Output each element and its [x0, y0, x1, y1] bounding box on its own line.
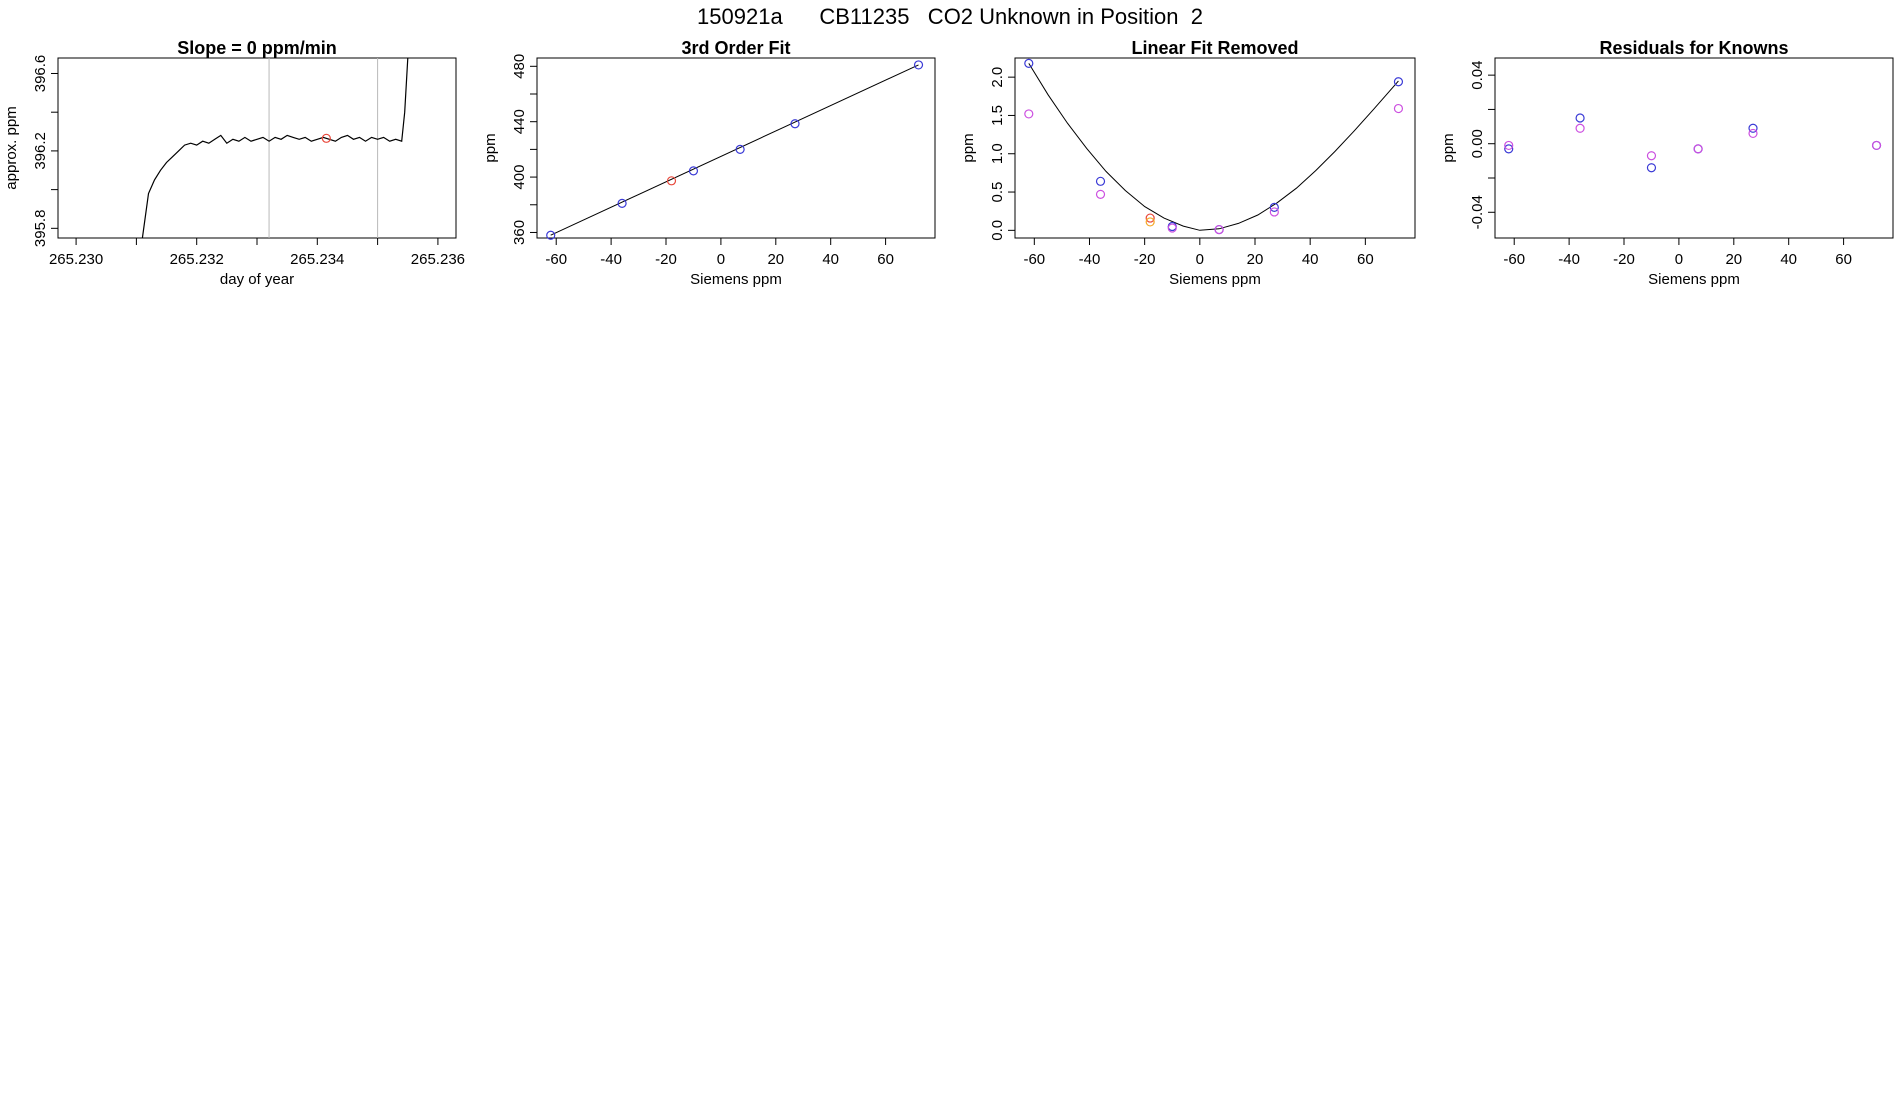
x-tick-label: 20	[1247, 251, 1264, 268]
data-point	[321, 133, 331, 143]
x-tick-label: 40	[1302, 251, 1319, 268]
y-tick-label: 2.0	[989, 67, 1006, 88]
x-axis-label: Siemens ppm	[1169, 271, 1261, 288]
data-point	[1646, 163, 1657, 173]
chart-panel-3: Linear Fit Removed -60 -40 -20 0 20 40 60 Siemen…	[960, 38, 1416, 288]
chart-title: 3rd Order Fit	[681, 38, 790, 58]
y-tick-label: 440	[511, 109, 528, 134]
plot-frame	[1494, 57, 1894, 239]
y-tick-label: 0.0	[989, 220, 1006, 241]
data-point	[1145, 217, 1155, 227]
plot-area	[1028, 63, 1399, 231]
x-axis-label: Siemens ppm	[1648, 271, 1740, 288]
x-axis-label: day of year	[220, 271, 294, 288]
data-point	[1095, 176, 1106, 186]
data-point	[1024, 109, 1034, 119]
x-tick-label: -20	[655, 251, 677, 268]
x-tick-label: -20	[1613, 251, 1635, 268]
data-point	[913, 60, 924, 70]
data-point	[1269, 202, 1279, 212]
x-tick-label: -60	[545, 251, 567, 268]
data-point	[1693, 144, 1703, 154]
data-point	[735, 144, 745, 154]
chart-panel-4: Residuals for Knowns -60 -40 -20 0 20 40 60 Siem…	[1440, 38, 1894, 288]
x-tick-label: 265.234	[290, 251, 344, 268]
plot-area	[550, 64, 919, 236]
y-tick-label: 1.0	[989, 143, 1006, 164]
x-tick-label: 60	[877, 251, 894, 268]
y-axis-label: ppm	[1440, 133, 1457, 162]
y-axis-label: approx. ppm	[3, 106, 20, 189]
data-point	[1575, 113, 1585, 123]
x-axis-label: Siemens ppm	[690, 271, 782, 288]
data-point	[790, 119, 800, 129]
data-point	[1575, 123, 1585, 133]
chart-panel-2: 3rd Order Fit -60 -40 -20 0 20 40 60 Siemens ppm…	[482, 38, 936, 288]
data-point	[1269, 207, 1279, 217]
x-tick-label: 40	[1780, 251, 1797, 268]
y-tick-label: 480	[511, 54, 528, 79]
y-axis-label: ppm	[482, 133, 499, 162]
x-tick-label: -40	[1079, 251, 1101, 268]
x-tick-label: -60	[1503, 251, 1525, 268]
x-tick-label: 265.236	[411, 251, 465, 268]
page-title: 150921a CB11235 CO2 Unknown in Position …	[697, 4, 1203, 29]
plot-frame	[1014, 57, 1416, 239]
data-point	[1504, 140, 1514, 151]
plot-frame	[536, 57, 936, 239]
data-point	[546, 230, 556, 240]
data-point	[1646, 151, 1657, 161]
y-tick-label: 0.5	[989, 182, 1006, 203]
data-point	[1393, 103, 1404, 114]
data-point	[1748, 128, 1758, 139]
x-tick-label: 20	[767, 251, 784, 268]
data-point	[666, 176, 677, 186]
fit-line	[550, 64, 919, 236]
data-point	[1167, 223, 1177, 233]
data-point	[1095, 189, 1106, 199]
x-tick-label: -40	[600, 251, 622, 268]
x-tick-label: -60	[1023, 251, 1045, 268]
x-tick-label: 20	[1725, 251, 1742, 268]
y-axis-label: ppm	[960, 133, 977, 162]
y-tick-label: 395.8	[32, 210, 49, 248]
data-point	[1214, 224, 1224, 235]
series-line	[141, 58, 409, 238]
x-tick-label: 265.232	[170, 251, 224, 268]
y-tick-label: 0.00	[1469, 129, 1486, 158]
x-tick-label: 60	[1357, 251, 1374, 268]
chart-title: Residuals for Knowns	[1599, 38, 1788, 58]
chart-title: Linear Fit Removed	[1131, 38, 1298, 58]
chart-panel-1: Slope = 0 ppm/min 265.230 265.232 265.234 26…	[3, 38, 465, 288]
data-point	[1871, 140, 1882, 151]
data-point	[1393, 77, 1404, 87]
x-tick-label: 0	[717, 251, 725, 268]
data-point	[1024, 58, 1034, 68]
x-tick-label: 265.230	[49, 251, 103, 268]
y-tick-label: 360	[511, 220, 528, 245]
fit-line	[1028, 63, 1399, 231]
x-tick-label: 0	[1675, 251, 1683, 268]
data-point	[617, 198, 627, 208]
y-tick-label: 1.5	[989, 105, 1006, 126]
chart-title: Slope = 0 ppm/min	[177, 38, 337, 58]
y-tick-label: -0.04	[1469, 195, 1486, 229]
data-point	[1748, 123, 1758, 133]
data-point	[1145, 213, 1155, 223]
data-point	[1504, 144, 1514, 154]
plot-area	[141, 58, 409, 238]
y-tick-label: 396.6	[32, 55, 49, 93]
x-tick-label: -20	[1134, 251, 1156, 268]
x-tick-label: 0	[1196, 251, 1204, 268]
plot-frame	[57, 57, 457, 239]
x-tick-label: 40	[822, 251, 839, 268]
data-point	[688, 166, 699, 176]
y-tick-label: 400	[511, 165, 528, 190]
x-tick-label: 60	[1835, 251, 1852, 268]
x-tick-label: -40	[1558, 251, 1580, 268]
y-tick-label: 0.04	[1469, 61, 1486, 90]
y-tick-label: 396.2	[32, 132, 49, 170]
